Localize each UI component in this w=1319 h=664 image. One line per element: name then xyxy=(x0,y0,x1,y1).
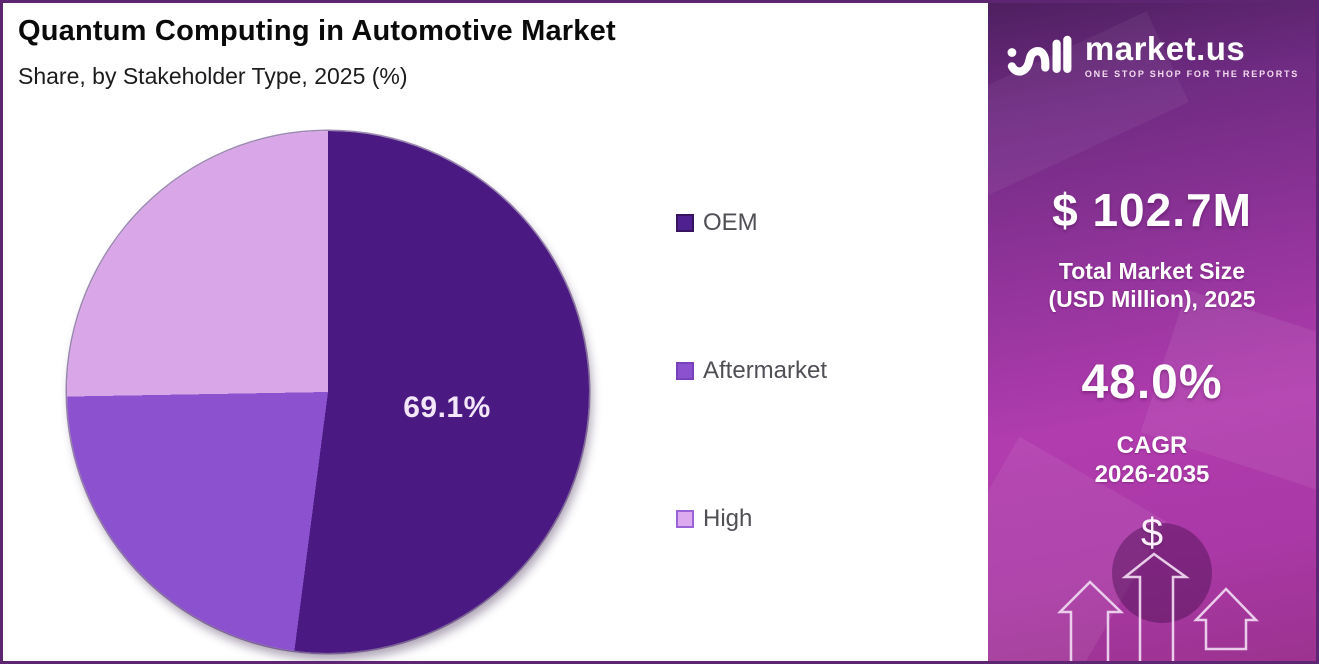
growth-arrows-icon xyxy=(1056,552,1259,661)
legend-item-oem: OEM xyxy=(676,209,758,237)
brand-text-block: market.us ONE STOP SHOP FOR THE REPORTS xyxy=(1085,32,1299,79)
legend-label-oem: OEM xyxy=(703,209,758,236)
stat-market-size-caption: Total Market Size (USD Million), 2025 xyxy=(988,257,1316,313)
stat-cagr-caption: CAGR 2026-2035 xyxy=(988,431,1316,489)
stat-market-size-caption-line2: (USD Million), 2025 xyxy=(1048,286,1256,312)
legend-item-high: High xyxy=(676,505,752,533)
brand-name: market.us xyxy=(1084,29,1246,67)
legend-item-aftermarket: Aftermarket xyxy=(676,357,827,385)
brand-tagline: ONE STOP SHOP FOR THE REPORTS xyxy=(1084,68,1300,79)
brand-logo: market.us ONE STOP SHOP FOR THE REPORTS xyxy=(988,29,1316,81)
stat-cagr-caption-line1: CAGR xyxy=(1116,432,1188,459)
stat-cagr-value: 48.0% xyxy=(1081,356,1223,409)
pie-chart xyxy=(67,131,589,653)
legend-swatch-oem-icon xyxy=(676,214,694,232)
legend-swatch-aftermarket-icon xyxy=(676,362,694,380)
stat-market-size-value: $ 102.7M xyxy=(1052,184,1252,236)
page-title: Quantum Computing in Automotive Market xyxy=(18,15,616,47)
legend-label-aftermarket: Aftermarket xyxy=(703,357,828,384)
stat-cagr-caption-line2: 2026-2035 xyxy=(1094,461,1210,488)
legend-swatch-high-icon xyxy=(676,510,694,528)
brand-sidebar: market.us ONE STOP SHOP FOR THE REPORTS … xyxy=(988,3,1316,661)
dollar-sign-icon: $ xyxy=(1140,511,1164,555)
legend-label-high: High xyxy=(703,505,753,532)
page-subtitle: Share, by Stakeholder Type, 2025 (%) xyxy=(18,63,408,89)
stat-market-size-caption-line1: Total Market Size xyxy=(1058,258,1246,284)
pie-slice-data-label: 69.1% xyxy=(403,391,491,424)
marketus-logo-icon xyxy=(1007,35,1072,76)
